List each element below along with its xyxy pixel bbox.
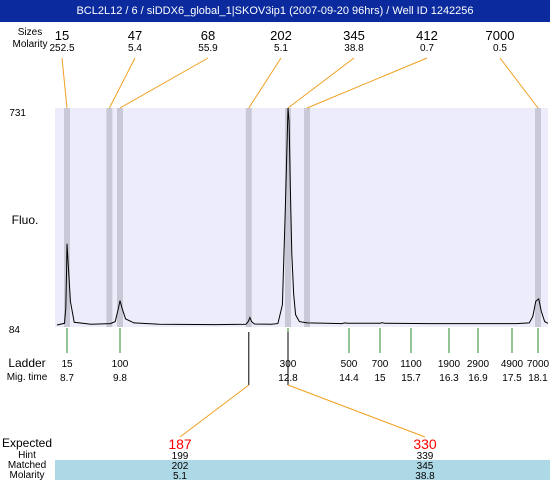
peak-connector bbox=[119, 57, 209, 109]
matched-molarity-value: 5.1 bbox=[173, 471, 187, 480]
ladder-size-label: 100 bbox=[112, 359, 129, 370]
peak-molarity-label: 55.9 bbox=[198, 43, 218, 54]
mig-time-label: 14.4 bbox=[339, 373, 359, 384]
hint-row-label: Hint bbox=[18, 450, 36, 461]
peak-band bbox=[304, 108, 311, 327]
ladder-row-label: Ladder bbox=[8, 356, 45, 370]
peak-size-label: 202 bbox=[270, 28, 292, 43]
sizes-row-label: Sizes bbox=[18, 27, 42, 38]
matched-row-label: Matched bbox=[8, 460, 46, 471]
peak-molarity-label: 5.1 bbox=[274, 43, 288, 54]
peak-size-label: 15 bbox=[55, 28, 69, 43]
peak-band bbox=[106, 108, 113, 327]
peak-band bbox=[245, 108, 252, 327]
fluo-axis-label: Fluo. bbox=[12, 213, 39, 227]
mig-time-label: 16.3 bbox=[439, 373, 459, 384]
peak-size-label: 47 bbox=[128, 28, 142, 43]
expected-size-label: 330 bbox=[413, 436, 437, 452]
chart-title: BCL2L12 / 6 / siDDX6_global_1|SKOV3ip1 (… bbox=[0, 0, 550, 22]
matched-value: 345 bbox=[417, 461, 434, 472]
hint-value: 199 bbox=[172, 451, 189, 462]
peak-connector bbox=[61, 57, 68, 109]
plot-area bbox=[55, 108, 548, 327]
mig-time-row-label: Mig. time bbox=[7, 372, 48, 383]
peak-band bbox=[117, 108, 123, 327]
ladder-size-label: 700 bbox=[372, 359, 389, 370]
expected-size-label: 187 bbox=[168, 436, 192, 452]
peak-size-label: 68 bbox=[201, 28, 215, 43]
mig-time-label: 17.5 bbox=[502, 373, 522, 384]
peak-connector bbox=[287, 57, 355, 109]
molarity-bottom-row-label: Molarity bbox=[9, 470, 44, 480]
molarity-row-bg bbox=[55, 470, 550, 480]
mig-time-label: 15 bbox=[374, 373, 386, 384]
mig-time-label: 8.7 bbox=[60, 373, 74, 384]
ladder-size-label: 1100 bbox=[400, 359, 422, 370]
peak-connector bbox=[499, 57, 539, 109]
ladder-size-label: 1900 bbox=[438, 359, 461, 370]
peak-size-label: 7000 bbox=[486, 28, 515, 43]
matched-row-bg bbox=[55, 460, 550, 470]
mig-time-label: 18.1 bbox=[528, 373, 548, 384]
expected-row-label: Expected bbox=[2, 436, 52, 450]
peak-molarity-label: 38.8 bbox=[344, 43, 364, 54]
matched-value: 202 bbox=[172, 461, 189, 472]
matched-molarity-value: 38.8 bbox=[415, 471, 435, 480]
peak-molarity-label: 252.5 bbox=[49, 43, 74, 54]
ladder-size-label: 500 bbox=[341, 359, 358, 370]
peak-connector bbox=[306, 57, 428, 109]
ladder-size-label: 7000 bbox=[527, 359, 550, 370]
y-tick-top: 731 bbox=[9, 108, 26, 119]
peak-size-label: 345 bbox=[343, 28, 365, 43]
y-tick-bottom: 84 bbox=[9, 325, 21, 336]
peak-band bbox=[535, 108, 541, 327]
expected-connector bbox=[179, 384, 250, 438]
peak-connector bbox=[248, 57, 282, 109]
peak-size-label: 412 bbox=[416, 28, 438, 43]
peak-band bbox=[285, 108, 291, 327]
hint-value: 339 bbox=[417, 451, 434, 462]
mig-time-label: 15.7 bbox=[401, 373, 421, 384]
ladder-size-label: 2900 bbox=[467, 359, 490, 370]
peak-connector bbox=[108, 57, 136, 109]
peak-band bbox=[64, 108, 70, 327]
ladder-size-label: 15 bbox=[61, 359, 73, 370]
peak-molarity-label: 0.5 bbox=[493, 43, 507, 54]
mig-time-label: 16.9 bbox=[468, 373, 488, 384]
signal-trace bbox=[56, 107, 549, 326]
peak-molarity-label: 5.4 bbox=[128, 43, 142, 54]
mig-time-label: 9.8 bbox=[113, 373, 127, 384]
molarity-row-label: Molarity bbox=[12, 39, 47, 50]
ladder-size-label: 4900 bbox=[501, 359, 524, 370]
peak-molarity-label: 0.7 bbox=[420, 43, 434, 54]
expected-connector bbox=[287, 384, 426, 438]
